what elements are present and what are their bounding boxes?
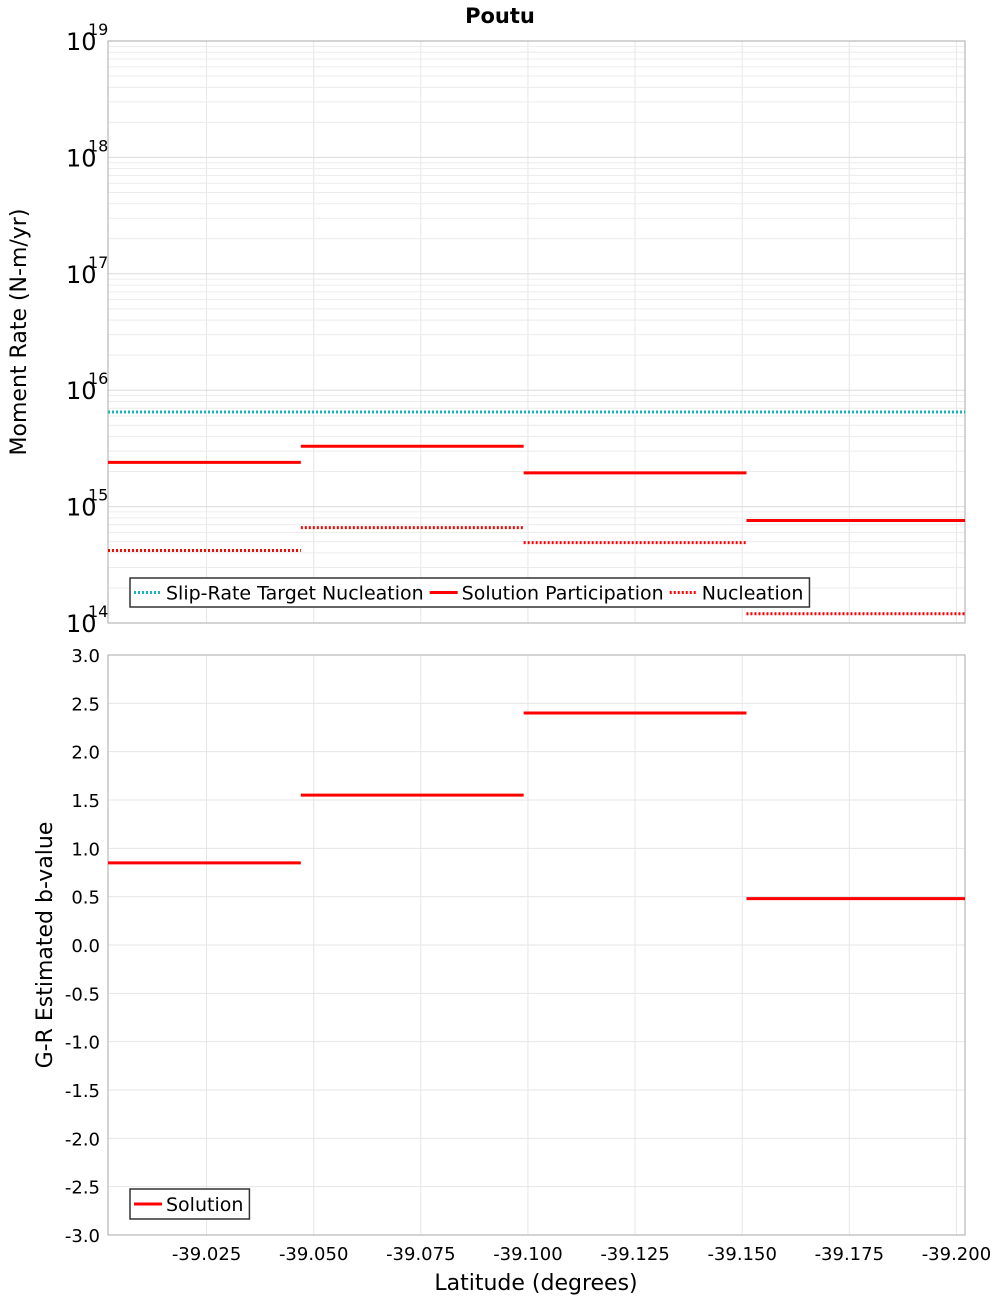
x-tick-label: -39.200 (922, 1244, 991, 1265)
y-tick-label: -2.5 (65, 1178, 100, 1199)
legend-label: Solution Participation (462, 583, 664, 605)
b-value-panel: 3.0 2.5 2.0 1.5 1.0 0.5 0.0 -0.5 -1.0 -1.5 -2.0 -2.… (33, 646, 991, 1296)
y-tick-label: 2.0 (71, 743, 100, 764)
y-tick-label: 0.5 (71, 888, 100, 909)
y-tick-label-exponent: 18 (88, 136, 108, 155)
x-tick-label: -39.100 (493, 1244, 562, 1265)
x-tick-label: -39.025 (172, 1244, 241, 1265)
y-tick-label-base: 10 (66, 261, 97, 289)
y-tick-label: -3.0 (65, 1226, 100, 1247)
x-tick-label: -39.050 (279, 1244, 348, 1265)
y-tick-label: 2.5 (71, 694, 100, 715)
y-tick-label-base: 10 (66, 610, 97, 638)
y-tick-label-base: 10 (66, 144, 97, 172)
y-tick-label: 1.5 (71, 791, 100, 812)
y-tick-label-exponent: 19 (88, 20, 108, 39)
y-tick-label: -1.5 (65, 1081, 100, 1102)
y-axis-label: Moment Rate (N-m/yr) (7, 209, 32, 456)
legend-label: Solution (166, 1194, 243, 1216)
y-axis-label: G-R Estimated b-value (33, 822, 58, 1069)
plot-area-frame (107, 40, 966, 624)
y-tick-label-base: 10 (66, 28, 97, 56)
legend-label: Slip-Rate Target Nucleation (166, 583, 424, 605)
y-tick-label: 0.0 (71, 936, 100, 957)
x-tick-label: -39.175 (815, 1244, 884, 1265)
y-tick-label: 3.0 (71, 646, 100, 667)
y-tick-label-exponent: 14 (88, 602, 108, 621)
chart-title: Poutu (465, 4, 535, 28)
y-tick-label-exponent: 15 (88, 486, 108, 505)
x-tick-label: -39.125 (600, 1244, 669, 1265)
y-tick-label-exponent: 16 (88, 369, 108, 388)
x-tick-label: -39.075 (386, 1244, 455, 1265)
y-tick-label: -1.0 (65, 1033, 100, 1054)
y-tick-label: 1.0 (71, 839, 100, 860)
y-tick-label: -2.0 (65, 1129, 100, 1150)
plot-area-frame (107, 654, 966, 1236)
x-tick-label: -39.150 (707, 1244, 776, 1265)
legend-label: Nucleation (702, 583, 804, 605)
y-tick-label-base: 10 (66, 494, 97, 522)
y-tick-label-base: 10 (66, 377, 97, 405)
y-tick-label-exponent: 17 (88, 253, 108, 272)
y-tick-label: -0.5 (65, 984, 100, 1005)
x-axis-label: Latitude (degrees) (434, 1271, 637, 1296)
legend-box (129, 577, 811, 608)
